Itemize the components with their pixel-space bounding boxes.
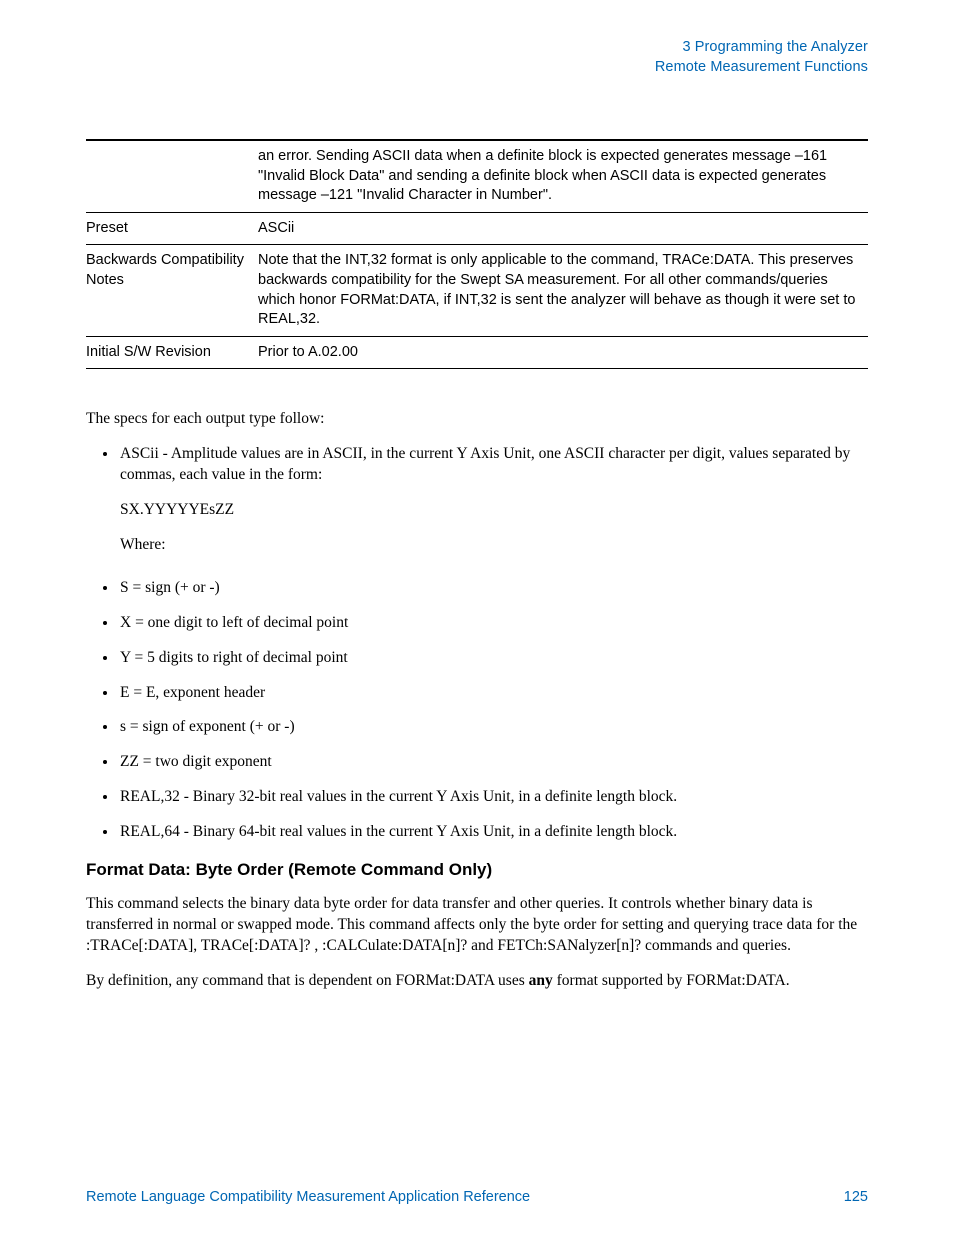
list-item: REAL,32 - Binary 32-bit real values in t…	[118, 787, 868, 808]
table-row: Initial S/W Revision Prior to A.02.00	[86, 336, 868, 369]
text: format supported by FORMat:DATA.	[553, 972, 790, 989]
list-item: ZZ = two digit exponent	[118, 752, 868, 773]
section-heading: Format Data: Byte Order (Remote Command …	[86, 859, 868, 882]
header-section: Remote Measurement Functions	[86, 58, 868, 78]
list-item: ASCii - Amplitude values are in ASCII, i…	[118, 444, 868, 486]
format-example: SX.YYYYYEsZZ	[120, 500, 868, 521]
cell-value: an error. Sending ASCII data when a defi…	[258, 140, 868, 212]
paragraph: This command selects the binary data byt…	[86, 894, 868, 957]
list-item: E = E, exponent header	[118, 683, 868, 704]
list-item: S = sign (+ or -)	[118, 578, 868, 599]
bullet-list-1: ASCii - Amplitude values are in ASCII, i…	[86, 444, 868, 486]
list-item: s = sign of exponent (+ or -)	[118, 717, 868, 738]
cell-label: Initial S/W Revision	[86, 336, 258, 369]
list-item: X = one digit to left of decimal point	[118, 613, 868, 634]
bullet-list-2: S = sign (+ or -) X = one digit to left …	[86, 578, 868, 843]
where-label: Where:	[120, 535, 868, 556]
footer-title: Remote Language Compatibility Measuremen…	[86, 1188, 530, 1208]
cell-label: Backwards Compatibility Notes	[86, 245, 258, 336]
list-item: Y = 5 digits to right of decimal point	[118, 648, 868, 669]
header-chapter: 3 Programming the Analyzer	[86, 38, 868, 58]
cell-label: Preset	[86, 212, 258, 245]
cell-value: Prior to A.02.00	[258, 336, 868, 369]
text: By definition, any command that is depen…	[86, 972, 529, 989]
intro-text: The specs for each output type follow:	[86, 409, 868, 430]
page-number: 125	[844, 1188, 868, 1208]
cell-label	[86, 140, 258, 212]
list-item: REAL,64 - Binary 64-bit real values in t…	[118, 822, 868, 843]
page-footer: Remote Language Compatibility Measuremen…	[86, 1188, 868, 1208]
table-row: Backwards Compatibility Notes Note that …	[86, 245, 868, 336]
table-row: an error. Sending ASCII data when a defi…	[86, 140, 868, 212]
table-row: Preset ASCii	[86, 212, 868, 245]
cell-value: Note that the INT,32 format is only appl…	[258, 245, 868, 336]
page-header: 3 Programming the Analyzer Remote Measur…	[86, 38, 868, 77]
paragraph: By definition, any command that is depen…	[86, 971, 868, 992]
bold-text: any	[529, 972, 553, 989]
spec-table: an error. Sending ASCII data when a defi…	[86, 139, 868, 369]
cell-value: ASCii	[258, 212, 868, 245]
